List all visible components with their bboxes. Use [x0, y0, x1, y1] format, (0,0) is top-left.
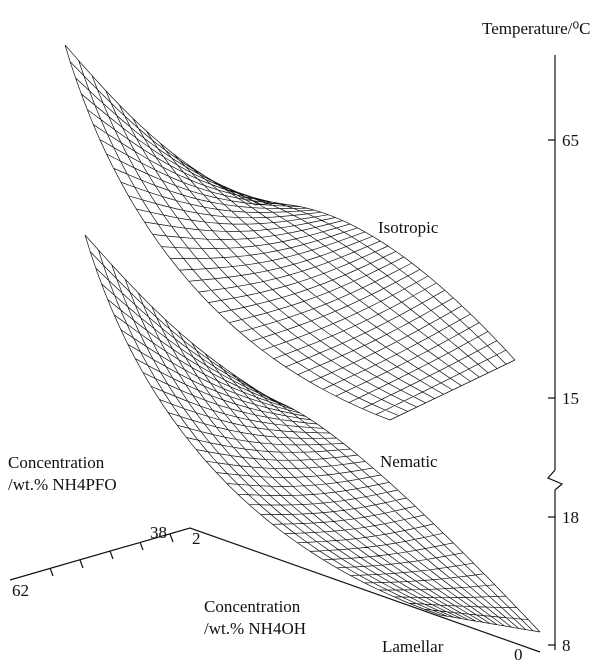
tick: 2 [192, 529, 201, 548]
region-label: Lamellar [382, 637, 444, 656]
axis-title: Concentration [204, 597, 301, 616]
tick: 18 [562, 508, 579, 527]
base-axes [9, 527, 541, 653]
axis-title: /wt.% NH4OH [204, 619, 306, 638]
temperature-title: Temperature/⁰C [482, 19, 591, 38]
axis-title: Concentration [8, 453, 105, 472]
nh4pfo-ticks [49, 533, 174, 577]
tick: 65 [562, 131, 579, 150]
phase-surface [64, 44, 516, 421]
temperature-ticks [548, 139, 555, 646]
tick: 8 [562, 636, 571, 655]
temperature-axis [547, 55, 564, 650]
axis-title: /wt.% NH4PFO [8, 475, 117, 494]
tick: 62 [12, 581, 29, 600]
region-label: Isotropic [378, 218, 439, 237]
tick: 0 [514, 645, 523, 663]
region-label: Nematic [380, 452, 438, 471]
tick: 15 [562, 389, 579, 408]
phase-surface [84, 234, 541, 633]
surfaces [64, 44, 541, 633]
tick: 38 [150, 523, 167, 542]
